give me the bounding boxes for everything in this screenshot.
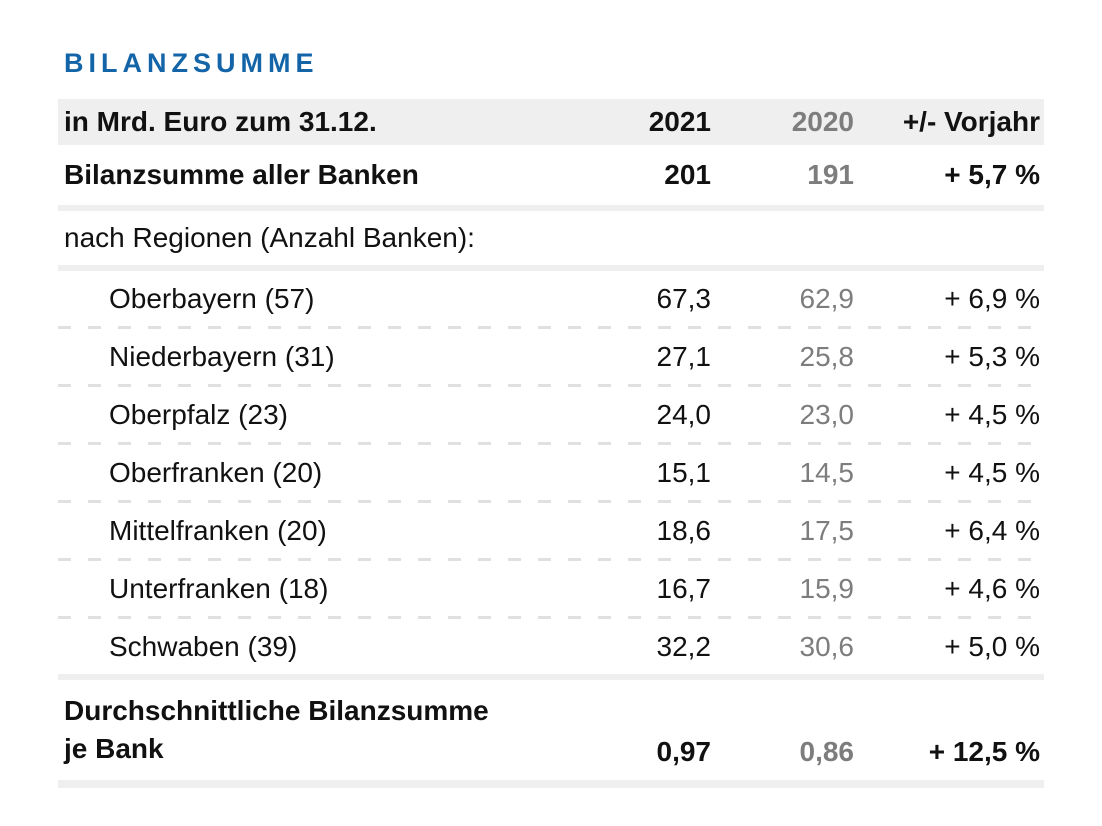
region-label: Niederbayern (31) <box>109 340 335 372</box>
region-value-change: + 6,9 % <box>944 282 1040 314</box>
region-label: Oberpfalz (23) <box>109 398 288 430</box>
total-value-change: + 5,7 % <box>944 159 1040 190</box>
header-col-change: +/- Vorjahr <box>902 106 1040 137</box>
region-value-2020: 30,6 <box>799 630 855 662</box>
average-label: Durchschnittliche Bilanzsumme je Bank <box>64 692 566 768</box>
region-value-2020: 23,0 <box>799 398 855 430</box>
region-value-2020: 25,8 <box>799 340 855 372</box>
region-value-2021: 67,3 <box>656 282 712 314</box>
average-value-2020: 0,86 <box>799 736 855 767</box>
table-row: Oberpfalz (23) 24,0 23,0 + 4,5 % <box>58 387 1044 442</box>
average-label-line1: Durchschnittliche Bilanzsumme <box>64 695 489 726</box>
total-label: Bilanzsumme aller Banken <box>64 159 419 190</box>
average-label-line2: je Bank <box>64 733 164 764</box>
region-value-2020: 15,9 <box>799 572 855 604</box>
solid-divider <box>58 205 1044 211</box>
dashed-divider <box>58 326 1044 329</box>
section-header-row: nach Regionen (Anzahl Banken): <box>58 211 1044 265</box>
region-value-2020: 62,9 <box>799 282 855 314</box>
region-value-2021: 24,0 <box>656 398 712 430</box>
header-col-2020: 2020 <box>791 106 854 137</box>
region-value-2021: 15,1 <box>656 456 712 488</box>
region-value-2020: 17,5 <box>799 514 855 546</box>
table-row-average: Durchschnittliche Bilanzsumme je Bank 0,… <box>58 680 1044 780</box>
region-label: Schwaben (39) <box>109 630 298 662</box>
average-value-change: + 12,5 % <box>928 736 1040 767</box>
header-col-2021: 2021 <box>648 106 711 137</box>
total-value-2021: 201 <box>664 159 711 190</box>
region-value-2021: 18,6 <box>656 514 712 546</box>
region-label: Oberbayern (57) <box>109 282 315 314</box>
region-value-2020: 14,5 <box>799 456 855 488</box>
bottom-divider <box>58 780 1044 788</box>
page-title: BILANZSUMME <box>64 48 319 78</box>
solid-divider <box>58 674 1044 680</box>
region-value-change: + 4,5 % <box>944 398 1040 430</box>
table-row: Mittelfranken (20) 18,6 17,5 + 6,4 % <box>58 503 1044 558</box>
dashed-divider <box>58 442 1044 445</box>
table-row: Niederbayern (31) 27,1 25,8 + 5,3 % <box>58 329 1044 384</box>
balance-sheet-table: BILANZSUMME in Mrd. Euro zum 31.12. 2021… <box>58 0 1044 788</box>
section-label: nach Regionen (Anzahl Banken): <box>64 222 475 253</box>
region-value-change: + 6,4 % <box>944 514 1040 546</box>
average-value-2021: 0,97 <box>656 736 712 767</box>
table-row-total: Bilanzsumme aller Banken 201 191 + 5,7 % <box>58 145 1044 205</box>
table-row: Oberbayern (57) 67,3 62,9 + 6,9 % <box>58 271 1044 326</box>
table-row: Oberfranken (20) 15,1 14,5 + 4,5 % <box>58 445 1044 500</box>
solid-divider <box>58 265 1044 271</box>
region-value-change: + 4,5 % <box>944 456 1040 488</box>
region-label: Oberfranken (20) <box>109 456 323 488</box>
region-value-2021: 27,1 <box>656 340 712 372</box>
table-row: Schwaben (39) 32,2 30,6 + 5,0 % <box>58 619 1044 674</box>
region-value-change: + 5,0 % <box>944 630 1040 662</box>
region-value-change: + 4,6 % <box>944 572 1040 604</box>
dashed-divider <box>58 500 1044 503</box>
dashed-divider <box>58 384 1044 387</box>
region-label: Mittelfranken (20) <box>109 514 327 546</box>
table-row: Unterfranken (18) 16,7 15,9 + 4,6 % <box>58 561 1044 616</box>
dashed-divider <box>58 558 1044 561</box>
region-value-2021: 32,2 <box>656 630 712 662</box>
region-value-change: + 5,3 % <box>944 340 1040 372</box>
header-unit-label: in Mrd. Euro zum 31.12. <box>64 106 377 137</box>
region-value-2021: 16,7 <box>656 572 712 604</box>
table-header-row: in Mrd. Euro zum 31.12. 2021 2020 +/- Vo… <box>58 99 1044 145</box>
dashed-divider <box>58 616 1044 619</box>
total-value-2020: 191 <box>807 159 854 190</box>
region-label: Unterfranken (18) <box>109 572 329 604</box>
